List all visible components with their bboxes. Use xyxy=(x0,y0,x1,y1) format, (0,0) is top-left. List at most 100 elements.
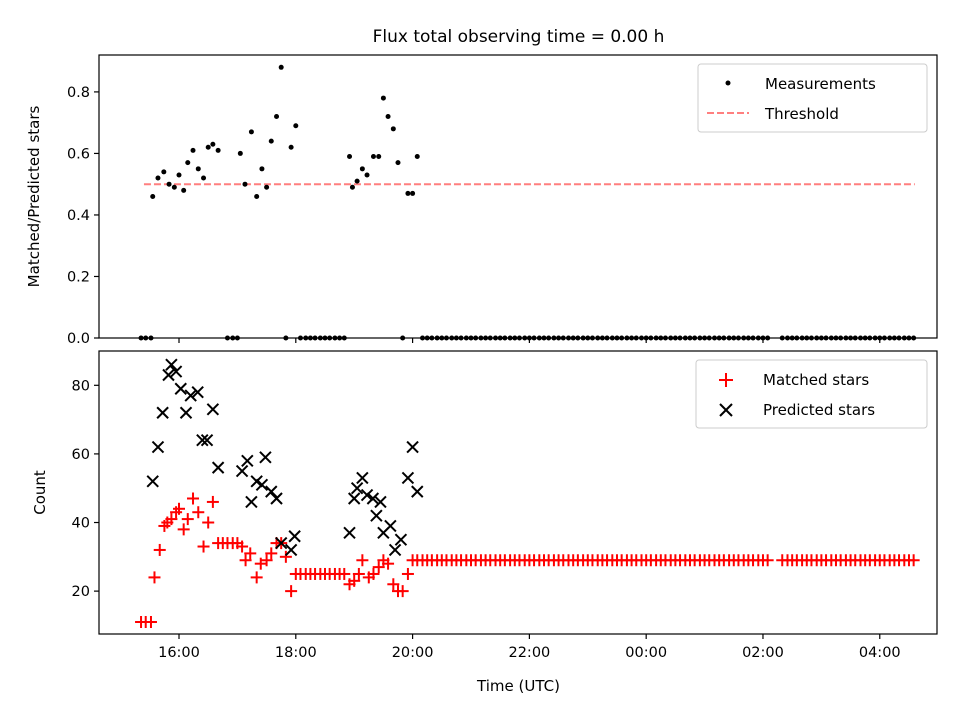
x-axis-label: Time (UTC) xyxy=(476,677,560,695)
measurement-point xyxy=(692,335,698,341)
matched-star-point xyxy=(260,554,273,567)
measurement-point xyxy=(818,335,824,341)
y-tick-label: 0.0 xyxy=(67,331,90,347)
y-tick-label: 40 xyxy=(72,516,90,532)
count-legend-box xyxy=(695,359,928,429)
measurement-point xyxy=(653,335,659,341)
measurement-point xyxy=(848,335,854,341)
measurement-point xyxy=(911,335,917,341)
measurement-point xyxy=(516,335,522,341)
matched-star-point xyxy=(144,615,157,628)
legend-measurements-label: Measurements xyxy=(765,75,876,93)
y-tick-label: 0.8 xyxy=(67,85,90,101)
predicted-star-point xyxy=(179,406,193,419)
measurement-point xyxy=(522,335,528,341)
matched-star-point xyxy=(236,540,249,553)
measurement-point xyxy=(633,335,639,341)
measurement-point xyxy=(906,335,912,341)
predicted-star-point xyxy=(146,475,159,488)
measurement-point xyxy=(254,194,260,199)
measurement-point xyxy=(745,335,751,341)
measurement-point xyxy=(195,166,201,172)
measurement-point xyxy=(804,335,810,341)
predicted-star-point xyxy=(241,454,254,467)
measurement-point xyxy=(624,335,630,341)
y-tick-label: 0.4 xyxy=(67,208,90,224)
measurement-point xyxy=(546,335,552,341)
measurement-point xyxy=(706,335,712,341)
matched-star-point xyxy=(761,554,774,567)
measurement-point xyxy=(609,335,615,341)
measurement-point xyxy=(823,335,829,341)
matched-star-point xyxy=(177,523,190,536)
measurement-point xyxy=(658,335,664,341)
measurement-point xyxy=(322,335,328,341)
measurement-point xyxy=(799,335,805,341)
measurement-point xyxy=(210,141,216,147)
predicted-star-point xyxy=(174,382,187,395)
predicted-star-point xyxy=(235,464,249,478)
matched-star-point xyxy=(367,567,380,580)
measurement-point xyxy=(901,335,907,341)
measurement-point xyxy=(410,190,416,196)
count-legend: Matched stars Predicted stars xyxy=(695,359,928,429)
measurement-point xyxy=(619,335,625,341)
predicted-star-point xyxy=(388,543,402,557)
measurement-point xyxy=(185,160,191,166)
measurement-point xyxy=(750,335,756,341)
y-tick-label: 0.2 xyxy=(67,269,90,285)
measurement-point xyxy=(259,166,265,172)
matched-star-point xyxy=(148,571,161,584)
matched-star-point xyxy=(387,578,400,591)
measurement-point xyxy=(487,335,493,341)
matched-star-point xyxy=(265,547,278,560)
matched-star-point xyxy=(285,585,298,598)
measurement-point xyxy=(735,335,741,341)
measurement-point xyxy=(449,335,455,341)
predicted-star-point xyxy=(270,492,283,505)
measurement-point xyxy=(585,335,591,341)
predicted-star-point xyxy=(245,495,258,509)
measurement-point xyxy=(551,335,557,341)
measurement-point xyxy=(390,126,396,132)
measurement-point xyxy=(370,154,376,160)
count-marks xyxy=(135,358,920,628)
measurement-point xyxy=(303,335,309,341)
matched-star-point xyxy=(372,561,385,574)
predicted-star-point xyxy=(211,461,225,474)
measurement-point xyxy=(512,335,518,341)
matched-star-point xyxy=(187,492,200,505)
measurement-point xyxy=(541,335,547,341)
measurement-point xyxy=(668,335,674,341)
figure-title: Flux total observing time = 0.00 h xyxy=(373,27,665,47)
matched-star-point xyxy=(239,554,252,567)
measurement-point xyxy=(697,335,703,341)
legend-matched-label: Matched stars xyxy=(763,371,869,389)
measurement-point xyxy=(814,335,820,341)
ratio-y-ticks: 0.0 0.2 0.4 0.6 0.8 xyxy=(67,85,99,347)
matched-star-point xyxy=(250,571,263,584)
y-tick-label: 60 xyxy=(72,447,90,463)
predicted-star-point xyxy=(360,488,374,502)
measurement-point xyxy=(891,335,897,341)
legend-measurements-marker xyxy=(725,80,731,86)
legend-predicted-marker xyxy=(719,403,733,417)
measurement-point xyxy=(205,144,211,150)
measurement-point xyxy=(434,335,440,341)
measurement-point xyxy=(148,335,154,341)
predicted-star-point xyxy=(406,440,419,454)
measurement-point xyxy=(872,335,878,341)
measurement-point xyxy=(420,335,426,341)
measurement-point xyxy=(312,335,318,341)
predicted-star-point xyxy=(370,509,383,522)
legend-threshold-label: Threshold xyxy=(764,105,839,123)
measurement-point xyxy=(589,335,595,341)
predicted-star-point xyxy=(165,358,178,371)
predicted-star-point xyxy=(259,451,272,464)
y-tick-label: 20 xyxy=(72,584,90,600)
measurement-point xyxy=(395,160,401,166)
predicted-star-point xyxy=(288,530,301,543)
legend-predicted-label: Predicted stars xyxy=(763,401,875,419)
measurement-point xyxy=(288,144,294,150)
measurement-point xyxy=(150,194,156,199)
